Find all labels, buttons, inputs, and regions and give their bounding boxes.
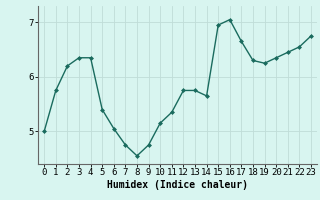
- X-axis label: Humidex (Indice chaleur): Humidex (Indice chaleur): [107, 180, 248, 190]
